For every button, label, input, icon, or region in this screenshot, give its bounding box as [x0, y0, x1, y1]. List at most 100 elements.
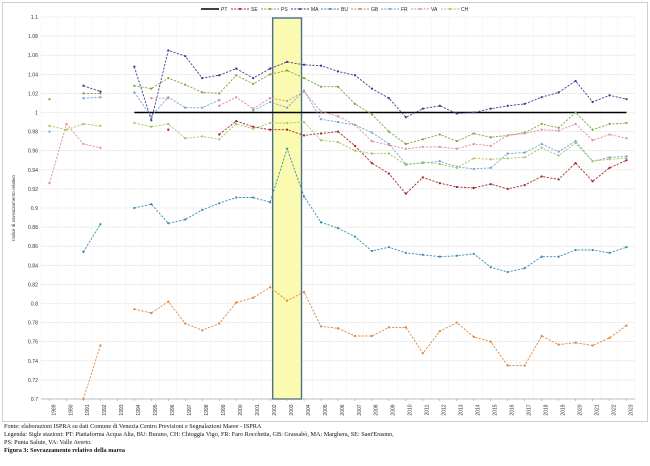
- data-point-bu: [184, 218, 187, 221]
- data-point-ma: [285, 60, 289, 64]
- data-point-ma: [167, 49, 170, 52]
- data-point-ch: [540, 146, 543, 149]
- data-point-ch: [574, 141, 577, 145]
- data-point-ma: [150, 118, 153, 122]
- data-point-se: [625, 159, 628, 162]
- data-point-se: [285, 128, 289, 131]
- series-line-fr: [133, 92, 220, 118]
- series-se: [167, 119, 628, 195]
- data-point-ch: [455, 166, 458, 170]
- data-point-va: [472, 142, 475, 146]
- y-tick-label: 1: [35, 111, 38, 117]
- data-point-fr: [370, 131, 374, 134]
- data-point-va: [167, 97, 170, 100]
- x-tick-label: 1998: [204, 404, 210, 415]
- data-point-bu: [608, 251, 611, 255]
- x-tick-label: 2001: [255, 404, 261, 415]
- data-point-fr: [319, 118, 323, 121]
- data-point-gb: [472, 335, 475, 339]
- data-point-ma: [506, 104, 509, 107]
- data-point-ma: [387, 97, 391, 100]
- legend-item-ps: PS: [261, 7, 288, 13]
- data-point-fr: [133, 91, 136, 94]
- data-point-ch: [336, 140, 340, 144]
- legend-item-pt: PT: [201, 7, 227, 13]
- data-point-ps: [48, 97, 51, 101]
- data-point-gb: [133, 308, 136, 311]
- data-point-gb: [438, 330, 441, 333]
- data-point-se: [540, 175, 543, 178]
- data-point-se: [319, 132, 323, 135]
- data-point-ch: [625, 157, 628, 160]
- legend-item-gb: GB: [351, 7, 379, 13]
- x-tick-label: 2006: [340, 404, 346, 415]
- data-point-bu: [336, 226, 340, 230]
- data-point-bu: [353, 235, 357, 238]
- data-point-ch: [82, 122, 85, 126]
- data-point-va: [353, 123, 357, 127]
- data-point-se: [489, 182, 492, 186]
- data-point-gb: [387, 326, 391, 329]
- data-point-ps: [540, 122, 543, 126]
- x-tick-label: 1997: [187, 404, 193, 415]
- data-point-bu: [370, 249, 374, 253]
- data-point-ch: [404, 163, 408, 167]
- data-point-bu: [438, 255, 441, 258]
- data-point-bu: [251, 196, 255, 199]
- x-tick-label: 1994: [136, 404, 142, 415]
- x-tick-label: 2023: [628, 404, 634, 415]
- data-point-gb: [319, 325, 323, 328]
- series-line-bu: [83, 223, 101, 253]
- x-tick-label: 2004: [306, 404, 312, 415]
- data-point-se: [523, 183, 526, 187]
- data-point-va: [438, 145, 441, 149]
- x-tick-label: 2013: [459, 404, 465, 415]
- data-point-se: [235, 119, 238, 123]
- legend-item-ch: CH: [441, 7, 469, 13]
- data-point-ps: [319, 85, 323, 88]
- data-point-fr: [48, 130, 51, 133]
- legend-label: PT: [221, 7, 227, 13]
- data-point-ma: [625, 97, 628, 101]
- data-point-se: [302, 134, 306, 137]
- series-line-ch: [134, 121, 627, 169]
- data-point-fr: [557, 150, 560, 153]
- data-point-se: [167, 128, 170, 131]
- data-point-gb: [184, 322, 187, 325]
- data-point-va: [489, 144, 492, 148]
- y-tick-label: 0.82: [28, 282, 38, 288]
- y-tick-label: 0.72: [28, 378, 38, 384]
- data-point-ch: [421, 161, 425, 164]
- data-point-fr: [472, 167, 475, 170]
- data-point-gb: [235, 301, 238, 304]
- series-ma: [82, 49, 628, 122]
- data-point-ps: [574, 111, 577, 114]
- data-point-ch: [218, 138, 221, 141]
- legend-label: PS: [281, 7, 288, 13]
- data-point-ma: [82, 84, 85, 87]
- data-point-ch: [65, 128, 68, 131]
- data-point-se: [387, 172, 391, 175]
- data-point-se: [421, 176, 425, 179]
- data-point-ma: [99, 90, 102, 93]
- x-tick-label: 1995: [153, 404, 159, 415]
- data-point-gb: [540, 334, 543, 338]
- data-point-gb: [218, 322, 221, 325]
- data-point-ch: [591, 160, 594, 163]
- data-point-bu: [574, 248, 577, 252]
- data-point-ch: [99, 124, 102, 128]
- data-point-ps: [184, 83, 187, 86]
- data-point-ch: [353, 149, 357, 152]
- series-line-ma: [133, 49, 627, 122]
- data-point-ps: [99, 92, 102, 95]
- data-point-va: [302, 90, 306, 93]
- data-point-ps: [201, 91, 204, 94]
- y-tick-label: 0.92: [28, 187, 38, 193]
- data-point-ma: [574, 79, 577, 83]
- data-point-fr: [201, 106, 204, 109]
- legend-marker: [448, 7, 452, 11]
- data-point-ps: [625, 121, 628, 125]
- data-point-gb: [523, 364, 526, 367]
- data-point-se: [438, 182, 441, 185]
- data-point-gb: [404, 326, 408, 329]
